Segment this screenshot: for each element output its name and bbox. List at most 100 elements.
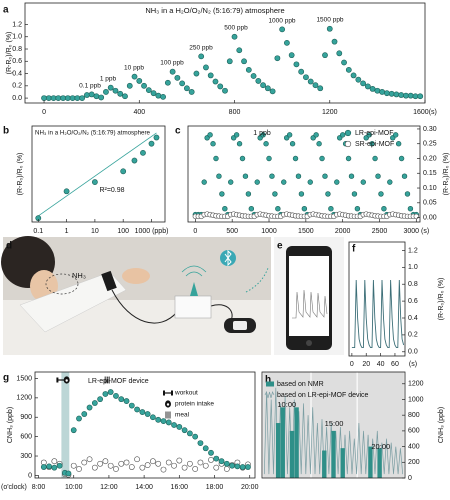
data-point [284, 39, 290, 46]
data-point [281, 179, 287, 185]
data-point [239, 155, 246, 162]
open-marker [165, 459, 172, 466]
x-tick-label: 800 [229, 109, 241, 116]
highlight-band [61, 372, 70, 478]
data-point [289, 141, 296, 147]
legend-icon [165, 411, 171, 419]
chart-title: NH₃ in a H₂O/O₂/N₂ (5:16:79) atmosphere [145, 6, 284, 15]
annotation: 1 ppb [253, 130, 271, 137]
x-tick-label: 1 [65, 228, 69, 235]
y-axis-label: (R-R₀)/R₀ (%) [6, 32, 13, 75]
bar [322, 450, 327, 478]
open-marker [176, 457, 183, 464]
x-tick-label: 0 [193, 228, 197, 235]
y-tick-label: 0.2 [408, 332, 418, 339]
data-point [319, 155, 325, 162]
data-point [301, 206, 308, 212]
panel-letter: g [3, 373, 9, 384]
annotation: R²=0.98 [99, 187, 124, 194]
data-point [40, 464, 47, 470]
x-tick-label: 1600(s) [413, 109, 437, 116]
legend-label: meal [175, 412, 190, 419]
data-point [74, 95, 81, 101]
data-point [122, 93, 128, 100]
data-point [86, 404, 93, 411]
y-tick-label: 0.25 [423, 141, 437, 148]
legend-swatch [344, 140, 352, 148]
data-point [269, 88, 276, 95]
open-marker [102, 458, 109, 465]
legend-label: LR-epi-MOF [355, 130, 394, 137]
y-tick-label: 0.30 [423, 126, 437, 133]
open-marker [128, 464, 135, 470]
data-point [201, 179, 207, 185]
y-tick-label: 0.8 [12, 46, 22, 53]
y-tick-label: 0 [408, 475, 412, 482]
data-point [69, 95, 76, 101]
x-tick-label: 3000 (s) [403, 228, 429, 235]
data-point [360, 179, 366, 185]
data-point [345, 66, 352, 73]
data-point [186, 430, 193, 437]
plot-frame [31, 125, 166, 223]
annotation: 100 ppb [160, 60, 184, 67]
y-tick-label: 400 [408, 443, 420, 450]
y-tick-label: 0.10 [423, 185, 437, 192]
data-point [250, 73, 257, 79]
data-point [248, 206, 255, 212]
data-point [56, 462, 63, 469]
data-point [242, 173, 249, 179]
data-point [393, 91, 400, 98]
y-tick-label: 1.0 [408, 264, 418, 271]
data-point [139, 409, 146, 415]
x-tick-label: 0 [42, 109, 46, 116]
data-point [118, 396, 125, 403]
data-point [160, 418, 167, 425]
y-tick-label: 0.6 [408, 298, 418, 305]
data-point [184, 85, 190, 92]
open-marker [181, 464, 188, 471]
open-marker [51, 458, 58, 465]
x-tick-label: 2000 [335, 228, 351, 235]
data-point [236, 47, 243, 54]
data-point [269, 173, 275, 179]
data-point [288, 52, 295, 59]
data-point [50, 95, 57, 101]
data-point [274, 55, 281, 62]
data-point [236, 141, 243, 147]
legend-swatch [264, 390, 275, 399]
data-point [222, 206, 228, 212]
y-tick-label: 800 [408, 412, 420, 419]
open-marker [113, 466, 119, 472]
data-point [234, 463, 241, 470]
data-point [260, 132, 266, 138]
data-point [266, 155, 272, 162]
annotation: 250 ppb [189, 45, 213, 52]
panel-letter: d [6, 241, 12, 252]
plot-frame [187, 125, 421, 223]
open-marker [155, 460, 162, 467]
data-point [401, 173, 408, 179]
legend-label: protein intake [175, 401, 214, 408]
data-point [97, 396, 104, 403]
data-point [207, 132, 213, 138]
data-point [351, 191, 358, 197]
data-point [245, 464, 251, 470]
y-tick-label: 1000 [408, 396, 424, 403]
data-point [260, 82, 266, 89]
bar [280, 407, 285, 478]
open-marker [192, 466, 199, 472]
x-tick-label: 10:00 [65, 484, 83, 491]
data-point [141, 82, 147, 89]
x-axis-label: (o'clock) [1, 484, 27, 491]
data-point [198, 53, 205, 60]
screen-graph [292, 289, 328, 319]
data-point [210, 141, 216, 147]
panel-letter: e [277, 241, 283, 252]
legend-label: based on NMR [277, 381, 324, 388]
data-point [272, 191, 278, 197]
data-point [245, 66, 252, 73]
x-tick-label: 1200 [322, 109, 338, 116]
device-box [174, 295, 212, 319]
